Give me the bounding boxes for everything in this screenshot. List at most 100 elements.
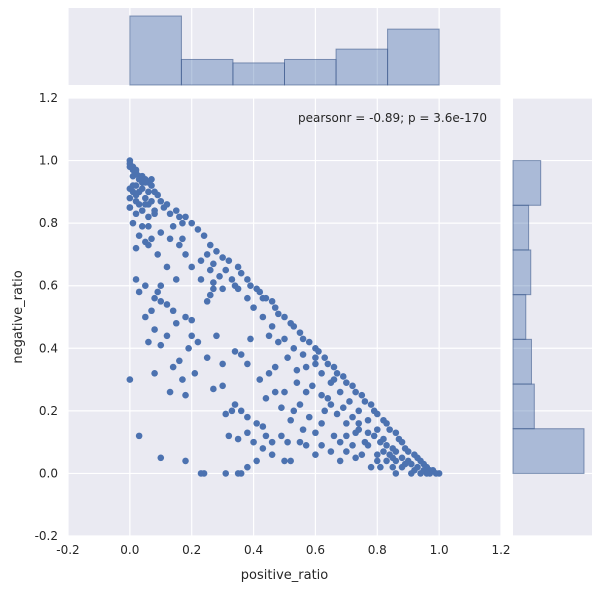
scatter-point — [234, 263, 242, 271]
scatter-point — [210, 279, 217, 286]
scatter-point — [135, 188, 143, 196]
scatter-point — [392, 429, 400, 437]
scatter-point — [151, 210, 158, 218]
scatter-point — [222, 266, 230, 274]
scatter-point — [219, 285, 226, 293]
scatter-point — [318, 391, 325, 399]
scatter-point — [210, 385, 217, 393]
scatter-point — [148, 235, 155, 243]
scatter-point — [219, 382, 226, 390]
scatter-point — [234, 470, 242, 477]
scatter-point — [237, 351, 245, 358]
right-hist-bar — [512, 249, 532, 296]
scatter-point — [126, 194, 134, 202]
x-tick-label: 0.0 — [120, 543, 139, 557]
scatter-point — [135, 288, 143, 296]
right-hist-bar — [512, 338, 532, 385]
scatter-point — [327, 401, 335, 408]
y-tick-label: 0.4 — [39, 341, 58, 355]
scatter-point — [169, 307, 177, 315]
scatter-point — [324, 395, 332, 402]
scatter-point — [321, 407, 329, 415]
scatter-point — [132, 244, 140, 252]
scatter-point — [231, 401, 239, 408]
scatter-point — [330, 432, 338, 440]
scatter-point — [203, 251, 211, 258]
scatter-point — [188, 316, 196, 324]
scatter-point — [299, 335, 307, 343]
scatter-point — [148, 182, 155, 189]
scatter-point — [145, 188, 152, 196]
scatter-point — [358, 451, 366, 458]
scatter-point — [296, 329, 304, 336]
scatter-point — [182, 391, 189, 399]
scatter-point — [253, 457, 260, 465]
scatter-point — [392, 457, 400, 465]
scatter-point — [278, 404, 285, 412]
scatter-point — [321, 354, 329, 361]
scatter-point — [206, 241, 214, 249]
scatter-point — [281, 335, 288, 343]
scatter-point — [182, 457, 189, 465]
scatter-point — [293, 366, 301, 374]
scatter-point — [373, 451, 381, 458]
scatter-point — [435, 470, 443, 477]
scatter-point — [244, 429, 251, 437]
right-hist-bar — [512, 160, 542, 206]
right-hist-bar — [512, 428, 585, 474]
top-marginal-grid — [67, 8, 502, 85]
scatter-point — [333, 410, 341, 418]
scatter-point — [367, 463, 375, 471]
scatter-point — [145, 241, 152, 249]
scatter-points — [126, 157, 443, 477]
scatter-point — [296, 438, 304, 446]
scatter-point — [234, 435, 242, 443]
scatter-point — [213, 332, 220, 340]
scatter-point — [336, 457, 344, 465]
scatter-point — [194, 226, 202, 233]
scatter-point — [259, 445, 267, 452]
scatter-point — [244, 276, 251, 283]
scatter-point — [234, 285, 242, 293]
scatter-point — [408, 470, 415, 477]
right-hist-bar — [512, 204, 530, 251]
top-hist-bar — [129, 15, 182, 86]
scatter-point — [185, 344, 192, 352]
scatter-point — [253, 420, 260, 427]
scatter-point — [373, 410, 381, 418]
scatter-point — [259, 294, 267, 302]
scatter-point — [361, 398, 369, 405]
scatter-point — [228, 407, 236, 415]
scatter-point — [188, 263, 196, 271]
right-hist-bar — [512, 294, 527, 340]
scatter-point — [312, 429, 319, 437]
scatter-point — [392, 470, 400, 477]
scatter-point — [265, 370, 273, 377]
scatter-point — [265, 332, 273, 340]
scatter-point — [194, 338, 202, 346]
scatter-point — [244, 463, 251, 471]
scatter-point — [423, 470, 431, 477]
scatter-point — [157, 298, 165, 305]
scatter-point — [287, 416, 294, 424]
scatter-point — [172, 319, 180, 327]
scatter-point — [179, 235, 186, 243]
top-marginal-axes — [67, 8, 502, 86]
scatter-point — [135, 432, 143, 440]
scatter-point — [287, 457, 294, 465]
scatter-point — [364, 429, 372, 437]
scatter-point — [352, 388, 359, 396]
scatter-point — [268, 298, 276, 305]
scatter-point — [281, 457, 288, 465]
scatter-point — [188, 219, 196, 227]
scatter-point — [148, 307, 155, 315]
scatter-point — [182, 251, 189, 258]
scatter-point — [284, 438, 291, 446]
scatter-point — [271, 388, 279, 396]
scatter-point — [142, 194, 149, 202]
scatter-point — [129, 219, 137, 227]
scatter-point — [370, 432, 378, 440]
y-tick-label: 0.6 — [39, 279, 58, 293]
x-tick-label: -0.2 — [56, 543, 79, 557]
